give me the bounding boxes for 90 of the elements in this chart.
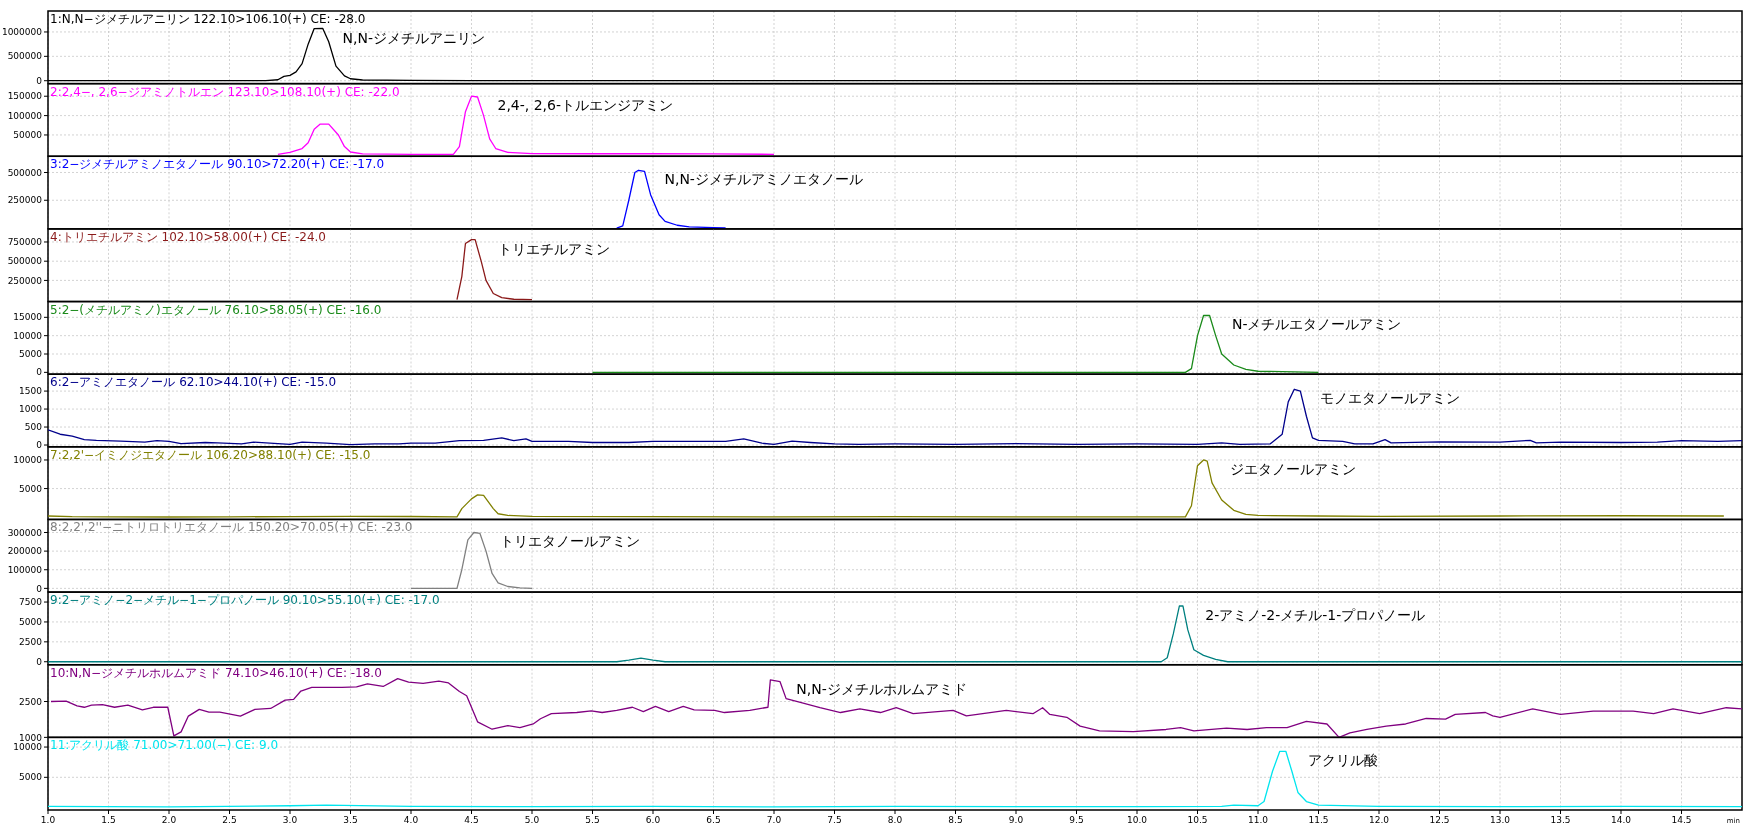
annotation: 2-アミノ-2-メチル-1-プロパノール [1205, 607, 1426, 624]
line-series [48, 750, 1742, 808]
chart-title: 10:N,N−ジメチルホルムアミド 74.10>46.10(+) CE: -18.0 [50, 665, 382, 680]
annotation: N,N-ジメチルアニリン [342, 29, 486, 46]
x-tick-label: 1.5 [101, 815, 116, 825]
x-tick-label: 2.5 [222, 815, 237, 825]
line-series [591, 314, 1320, 373]
chart-title: 3:2−ジメチルアミノエタノール 90.10>72.20(+) CE: -17.0 [50, 157, 385, 172]
x-tick-label: 7.0 [766, 815, 782, 825]
annotation: N-メチルエタノールアミン [1231, 316, 1402, 333]
chart-title: 5:2−(メチルアミノ)エタノール 76.10>58.05(+) CE: -16.0 [50, 302, 382, 317]
x-tick-label: 9.0 [1008, 815, 1024, 825]
y-tick-label: 200000 [7, 546, 43, 557]
x-tick-label: 11.0 [1247, 815, 1269, 825]
x-tick-label: 13.5 [1550, 815, 1571, 825]
y-tick-label: 5000 [19, 349, 43, 360]
y-tick-label: 5000 [19, 772, 43, 783]
y-tick-label: 100000 [7, 110, 43, 121]
chart-title: 11:アクリル酸 71.00>71.00(−) CE: 9.0 [50, 738, 279, 753]
annotation: モノエタノールアミン [1320, 390, 1461, 407]
x-tick-label: 10.0 [1126, 815, 1148, 825]
chart-title: 2:2,4−, 2,6−ジアミノトルエン 123.10>108.10(+) CE: -22.0 [50, 84, 400, 99]
chart-title: 6:2−アミノエタノール 62.10>44.10(+) CE: -15.0 [50, 375, 337, 390]
y-tick-label: 500000 [7, 51, 43, 62]
line-series [277, 95, 775, 155]
y-tick-label: 250000 [7, 275, 43, 286]
y-tick-label: 15000 [13, 312, 43, 323]
y-tick-label: 7500 [19, 597, 43, 608]
x-tick-label: 14.5 [1671, 815, 1692, 825]
y-tick-label: 2500 [19, 696, 43, 707]
annotation: アクリル酸 [1308, 752, 1379, 769]
y-tick-label: 500000 [7, 256, 43, 267]
y-tick-label: 0 [36, 440, 43, 451]
x-tick-label: 4.5 [464, 815, 479, 825]
line-series [48, 459, 1725, 518]
x-tick-label: 13.0 [1489, 815, 1511, 825]
x-tick-label: 5.5 [585, 815, 600, 825]
y-tick-label: 2500 [19, 636, 43, 647]
x-tick-label: 7.5 [827, 815, 842, 825]
x-tick-label: 1.0 [40, 815, 56, 825]
y-tick-label: 5000 [19, 617, 43, 628]
x-tick-label: 6.0 [645, 815, 661, 825]
x-tick-label: 4.0 [403, 815, 419, 825]
y-tick-label: 50000 [13, 130, 43, 141]
annotation: トリエチルアミン [497, 240, 610, 257]
x-tick-label: 9.5 [1069, 815, 1084, 825]
y-tick-label: 0 [36, 656, 43, 667]
y-tick-label: 1000 [19, 732, 43, 743]
y-tick-label: 750000 [7, 237, 43, 248]
y-tick-label: 10000 [13, 455, 43, 466]
x-tick-label: 12.5 [1429, 815, 1450, 825]
y-tick-label: 5000 [19, 483, 43, 494]
chart-title: 1:N,N−ジメチルアニリン 122.10>106.10(+) CE: -28.0 [50, 12, 366, 26]
y-tick-label: 0 [36, 75, 43, 86]
y-tick-label: 10000 [13, 742, 43, 753]
chart-title: 8:2,2',2''−ニトリロトリエタノール 150.20>70.05(+) CE: -23.0 [50, 520, 413, 535]
y-tick-label: 500 [24, 422, 43, 433]
annotation: N,N-ジメチルホルムアミド [796, 680, 967, 697]
y-tick-label: 1000000 [1, 27, 43, 38]
x-tick-label: 10.5 [1187, 815, 1208, 825]
chart-title: 7:2,2'−イミノジエタノール 106.20>88.10(+) CE: -15.0 [50, 447, 371, 462]
x-tick-label: 11.5 [1308, 815, 1329, 825]
y-tick-label: 150000 [7, 91, 43, 102]
y-tick-label: 250000 [7, 195, 43, 206]
annotation: N,N-ジメチルアミノエタノール [664, 171, 863, 188]
annotation: トリエタノールアミン [499, 533, 640, 550]
y-tick-label: 10000 [13, 330, 43, 341]
x-tick-label: 8.0 [887, 815, 903, 825]
y-tick-label: 100000 [7, 564, 43, 575]
chart-title: 9:2−アミノ−2−メチル−1−プロパノール 90.10>55.10(+) CE: -17.0 [50, 593, 440, 608]
y-tick-label: 0 [36, 583, 43, 594]
x-tick-label: 2.0 [161, 815, 177, 825]
y-tick-label: 1000 [19, 404, 43, 415]
x-tick-label: 6.5 [706, 815, 721, 825]
line-series [48, 605, 1742, 663]
x-tick-label: 14.0 [1610, 815, 1632, 825]
y-tick-label: 300000 [7, 527, 43, 538]
x-tick-label: 5.0 [524, 815, 540, 825]
annotation: 2,4-, 2,6-トルエンジアミン [497, 97, 674, 114]
y-tick-label: 500000 [7, 167, 43, 178]
line-series [48, 388, 1742, 446]
x-tick-label: 3.5 [343, 815, 358, 825]
line-series [50, 677, 1742, 738]
annotation: ジエタノールアミン [1229, 460, 1356, 477]
x-tick-label: 3.0 [282, 815, 298, 825]
y-tick-label: 1500 [19, 386, 43, 397]
x-tick-label: 8.5 [948, 815, 963, 825]
x-tick-label: 12.0 [1368, 815, 1390, 825]
y-tick-label: 0 [36, 367, 43, 378]
chart-title: 4:トリエチルアミン 102.10>58.00(+) CE: -24.0 [50, 229, 326, 244]
